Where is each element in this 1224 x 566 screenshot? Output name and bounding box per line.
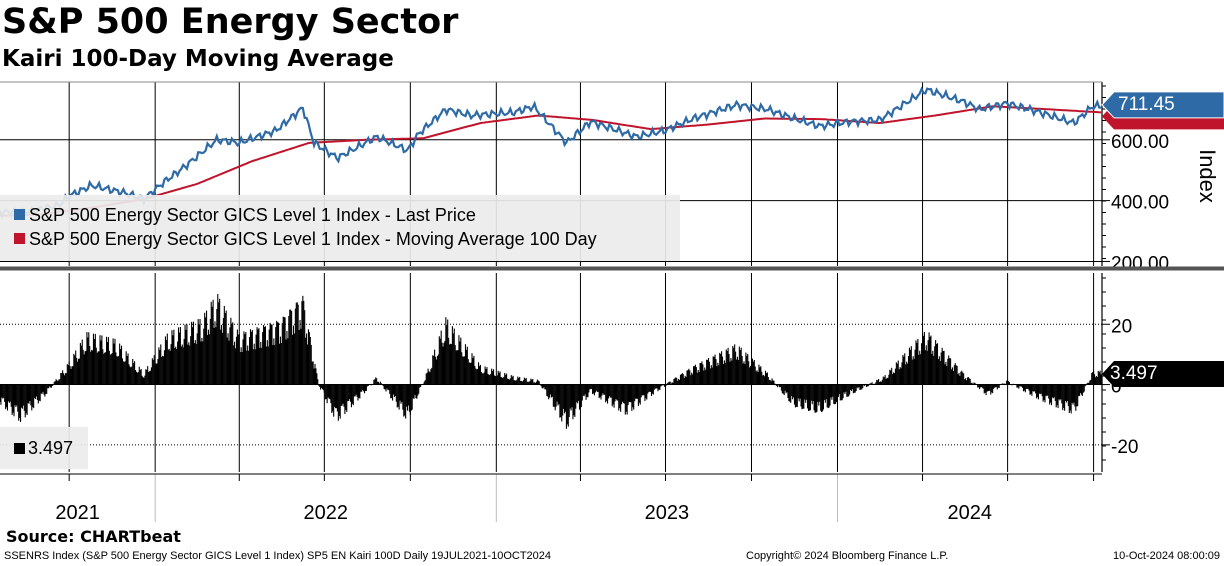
price-y-axis-title: Index — [1195, 149, 1220, 203]
legend-swatch-kairi — [14, 443, 25, 454]
x-axis-year-label-0: 2021 — [55, 502, 100, 524]
legend-label-last-price: S&P 500 Energy Sector GICS Level 1 Index… — [29, 205, 476, 225]
price-ytick-label-1: 400.00 — [1111, 193, 1169, 214]
legend-label-kairi: 3.497 — [28, 438, 74, 458]
price-legend: S&P 500 Energy Sector GICS Level 1 Index… — [0, 195, 680, 261]
moving-average-line — [0, 105, 1102, 217]
price-ytick-label-0: 200.00 — [1111, 253, 1169, 274]
footer-timestamp: 10-Oct-2024 08:00:09 — [1112, 550, 1220, 562]
last-price-line — [0, 86, 1102, 220]
kairi-histogram — [0, 294, 1103, 429]
x-axis-year-label-2: 2023 — [645, 502, 690, 524]
price-ytick-label-2: 600.00 — [1111, 132, 1169, 153]
legend-item-last-price: S&P 500 Energy Sector GICS Level 1 Index… — [14, 204, 476, 226]
kairi-ytick-label-2: -20 — [1111, 437, 1138, 458]
chart-title: S&P 500 Energy Sector — [2, 2, 459, 42]
kairi-legend: 3.497 — [0, 427, 88, 469]
chart-subtitle: Kairi 100-Day Moving Average — [2, 46, 394, 72]
kairi-ytick-label-0: 20 — [1111, 316, 1132, 337]
footer-description: SSENRS Index (S&P 500 Energy Sector GICS… — [4, 550, 552, 562]
kairi-ytick-label-1: 0 — [1111, 377, 1122, 398]
x-axis-year-label-3: 2024 — [947, 502, 992, 524]
legend-label-moving-average: S&P 500 Energy Sector GICS Level 1 Index… — [29, 229, 597, 249]
x-axis-year-label-1: 2022 — [303, 502, 348, 524]
footer-copyright: Copyright© 2024 Bloomberg Finance L.P. — [746, 550, 949, 562]
last-price-tag-shape — [1101, 91, 1224, 119]
last-price-value: 711.45 — [1118, 93, 1175, 115]
kairi-last-value: 3.497 — [1110, 363, 1158, 385]
source-note: Source: CHARTbeat — [6, 527, 181, 546]
legend-swatch-moving-average — [14, 233, 25, 244]
kairi-tag-shape — [1102, 361, 1224, 388]
legend-item-moving-average: S&P 500 Energy Sector GICS Level 1 Index… — [14, 228, 597, 250]
legend-swatch-last-price — [14, 209, 25, 220]
